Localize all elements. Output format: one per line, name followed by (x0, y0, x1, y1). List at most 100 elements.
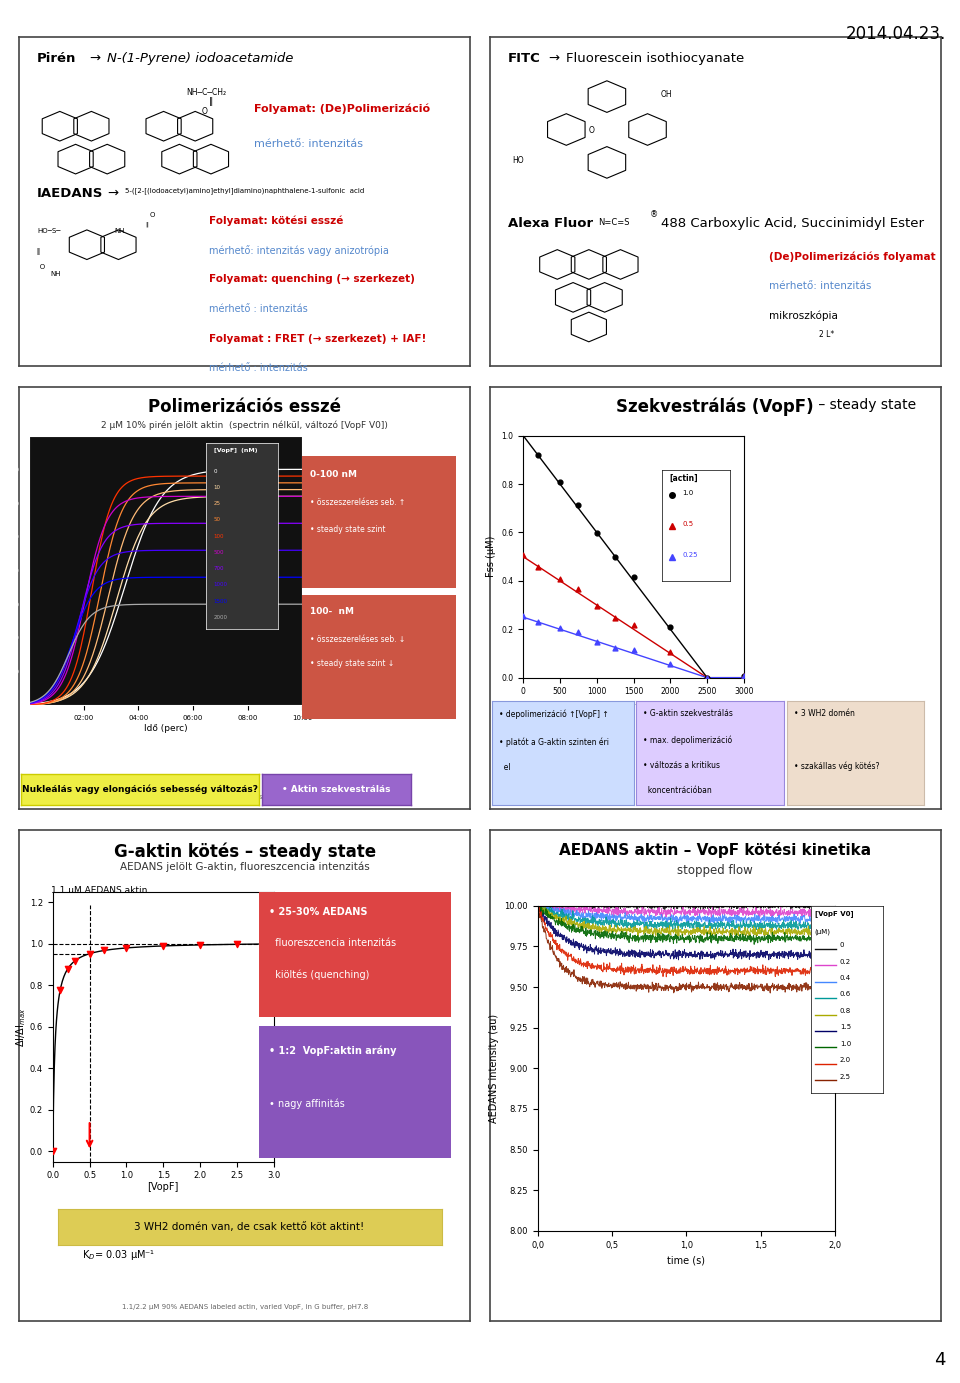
Text: 0: 0 (840, 942, 845, 949)
Text: • 25-30% AEDANS: • 25-30% AEDANS (269, 907, 368, 917)
Text: 1500: 1500 (213, 599, 228, 603)
Text: O: O (588, 126, 595, 136)
Point (97, 939, 112, 961)
Text: 2.0: 2.0 (840, 1057, 852, 1064)
Text: G-aktin kötés – steady state: G-aktin kötés – steady state (113, 842, 376, 860)
Text: →: → (548, 53, 560, 65)
Text: 1.1/2.2 μM 90% AEDANS labeled actin, varied VopF, in G buffer, pH7.8: 1.1/2.2 μM 90% AEDANS labeled actin, var… (122, 1304, 368, 1310)
Text: O: O (33, 264, 45, 271)
Text: • max. depolimerizáció: • max. depolimerizáció (643, 736, 732, 745)
Text: N-(1-Pyrene) iodoacetamide: N-(1-Pyrene) iodoacetamide (108, 53, 294, 65)
Point (82, 943, 97, 965)
Point (67, 950, 83, 972)
Point (608, 607, 623, 629)
Point (53, 979, 68, 1001)
Text: el: el (498, 763, 511, 773)
Text: • szakállas vég kötés?: • szakállas vég kötés? (794, 761, 879, 770)
Text: • G-aktin szekvestrálás: • G-aktin szekvestrálás (643, 709, 732, 719)
Text: 1000: 1000 (213, 582, 228, 588)
Point (570, 578, 586, 600)
Text: 2000: 2000 (213, 615, 228, 620)
Point (662, 653, 678, 675)
Text: NH: NH (51, 271, 61, 277)
Point (736, 665, 752, 687)
Text: 1.5: 1.5 (840, 1025, 852, 1030)
Text: 0-100 nM: 0-100 nM (310, 470, 357, 479)
Text: 1.1 μM AEDANS aktin: 1.1 μM AEDANS aktin (51, 887, 147, 895)
Text: 1.0: 1.0 (683, 490, 694, 496)
Text: stopped flow: stopped flow (678, 864, 753, 877)
Text: NH: NH (114, 228, 125, 234)
Point (530, 611, 545, 633)
Point (662, 640, 678, 662)
Text: • depolimerizáció ↑[VopF] ↑: • depolimerizáció ↑[VopF] ↑ (498, 709, 609, 719)
Text: • 1:2  VopF:aktin arány: • 1:2 VopF:aktin arány (269, 1046, 396, 1057)
Y-axis label: Fss (μM): Fss (μM) (486, 537, 495, 577)
Point (516, 423, 531, 445)
Text: OH: OH (661, 90, 673, 100)
Text: 4: 4 (934, 1351, 946, 1369)
Text: AEDANS aktin – VopF kötési kinetika: AEDANS aktin – VopF kötési kinetika (559, 842, 872, 857)
Point (45, 1140, 60, 1162)
Text: – steady state: – steady state (814, 398, 917, 412)
Text: 2.5: 2.5 (840, 1073, 851, 1080)
Text: 0.8: 0.8 (840, 1008, 852, 1014)
Text: koncentrációban: koncentrációban (643, 786, 711, 795)
Text: 10: 10 (213, 485, 221, 490)
Point (700, 667, 715, 689)
Text: • változás a kritikus: • változás a kritikus (643, 761, 720, 770)
Text: mikroszkópia: mikroszkópia (769, 311, 838, 321)
Text: Nukleálás vagy elongációs sebesség változás?: Nukleálás vagy elongációs sebesség válto… (22, 786, 258, 794)
Point (589, 595, 605, 617)
Text: • steady state szint: • steady state szint (310, 524, 386, 534)
Point (570, 621, 586, 643)
Text: ‖: ‖ (31, 248, 40, 254)
Point (736, 665, 752, 687)
Text: kiöltés (quenching): kiöltés (quenching) (269, 969, 370, 979)
Text: O: O (150, 212, 156, 217)
Point (119, 936, 134, 958)
X-axis label: VopF concentration (nM): VopF concentration (nM) (582, 703, 685, 711)
Text: 3 WH2 domén van, de csak kettő köt aktint!: 3 WH2 domén van, de csak kettő köt aktin… (134, 1221, 365, 1232)
Text: • steady state szint ↓: • steady state szint ↓ (310, 660, 395, 668)
Text: 0.25: 0.25 (683, 552, 698, 559)
Text: Polimerizációs esszé: Polimerizációs esszé (148, 398, 342, 416)
Text: Folyamat: kötési esszé: Folyamat: kötési esszé (208, 216, 343, 225)
Text: [actin]: [actin] (669, 473, 698, 483)
Text: 2 μM 10% pyrene labeled actin, no spectrin seeds, varied VopF, KME (hs), pH7.8: 2 μM 10% pyrene labeled actin, no spectr… (105, 794, 385, 799)
Text: mérhető : intenzitás: mérhető : intenzitás (208, 304, 307, 314)
Text: Alexa Fluor: Alexa Fluor (508, 217, 592, 230)
Text: ‖: ‖ (146, 221, 149, 227)
Text: (μM): (μM) (815, 928, 830, 935)
Text: →: → (89, 53, 100, 65)
Text: Pirén: Pirén (37, 53, 77, 65)
Text: HO: HO (513, 156, 524, 165)
Point (662, 617, 678, 639)
Text: • összeszereléses seb. ↑: • összeszereléses seb. ↑ (310, 498, 405, 508)
Point (570, 494, 586, 516)
Text: ®: ® (650, 210, 658, 219)
Point (552, 617, 567, 639)
Point (589, 521, 605, 544)
Text: mérhető : intenzitás: mérhető : intenzitás (208, 364, 307, 373)
Text: Szekvestrálás (VopF): Szekvestrálás (VopF) (616, 398, 814, 416)
Text: mérhető: intenzitás: mérhető: intenzitás (253, 140, 363, 149)
Point (156, 935, 171, 957)
X-axis label: [VopF]: [VopF] (148, 1182, 179, 1192)
Text: IAEDANS: IAEDANS (37, 187, 104, 201)
Point (700, 667, 715, 689)
Text: 2 μM 10% pirén jelölt aktin  (spectrin nélkül, változó [VopF V0]): 2 μM 10% pirén jelölt aktin (spectrin né… (102, 420, 388, 430)
Y-axis label: Pirén fluoreszcencia intenzitás (a.u.): Pirén fluoreszcencia intenzitás (a.u.) (0, 501, 8, 640)
Text: NH─C─CH₂: NH─C─CH₂ (186, 87, 227, 97)
Text: FITC: FITC (508, 53, 540, 65)
Text: • összeszereléses seb. ↓: • összeszereléses seb. ↓ (310, 635, 405, 643)
Text: 100: 100 (213, 534, 224, 538)
Text: (De)Polimerizációs folyamat: (De)Polimerizációs folyamat (769, 252, 936, 261)
Text: HO─S─: HO─S─ (37, 228, 60, 234)
Text: 0.5: 0.5 (683, 521, 694, 527)
Text: fluoreszcencia intenzitás: fluoreszcencia intenzitás (269, 938, 396, 949)
Text: 700: 700 (213, 566, 224, 571)
Point (516, 604, 531, 626)
Text: [VopF V0]: [VopF V0] (815, 910, 853, 917)
Text: [VopF]  (nM): [VopF] (nM) (213, 448, 257, 454)
